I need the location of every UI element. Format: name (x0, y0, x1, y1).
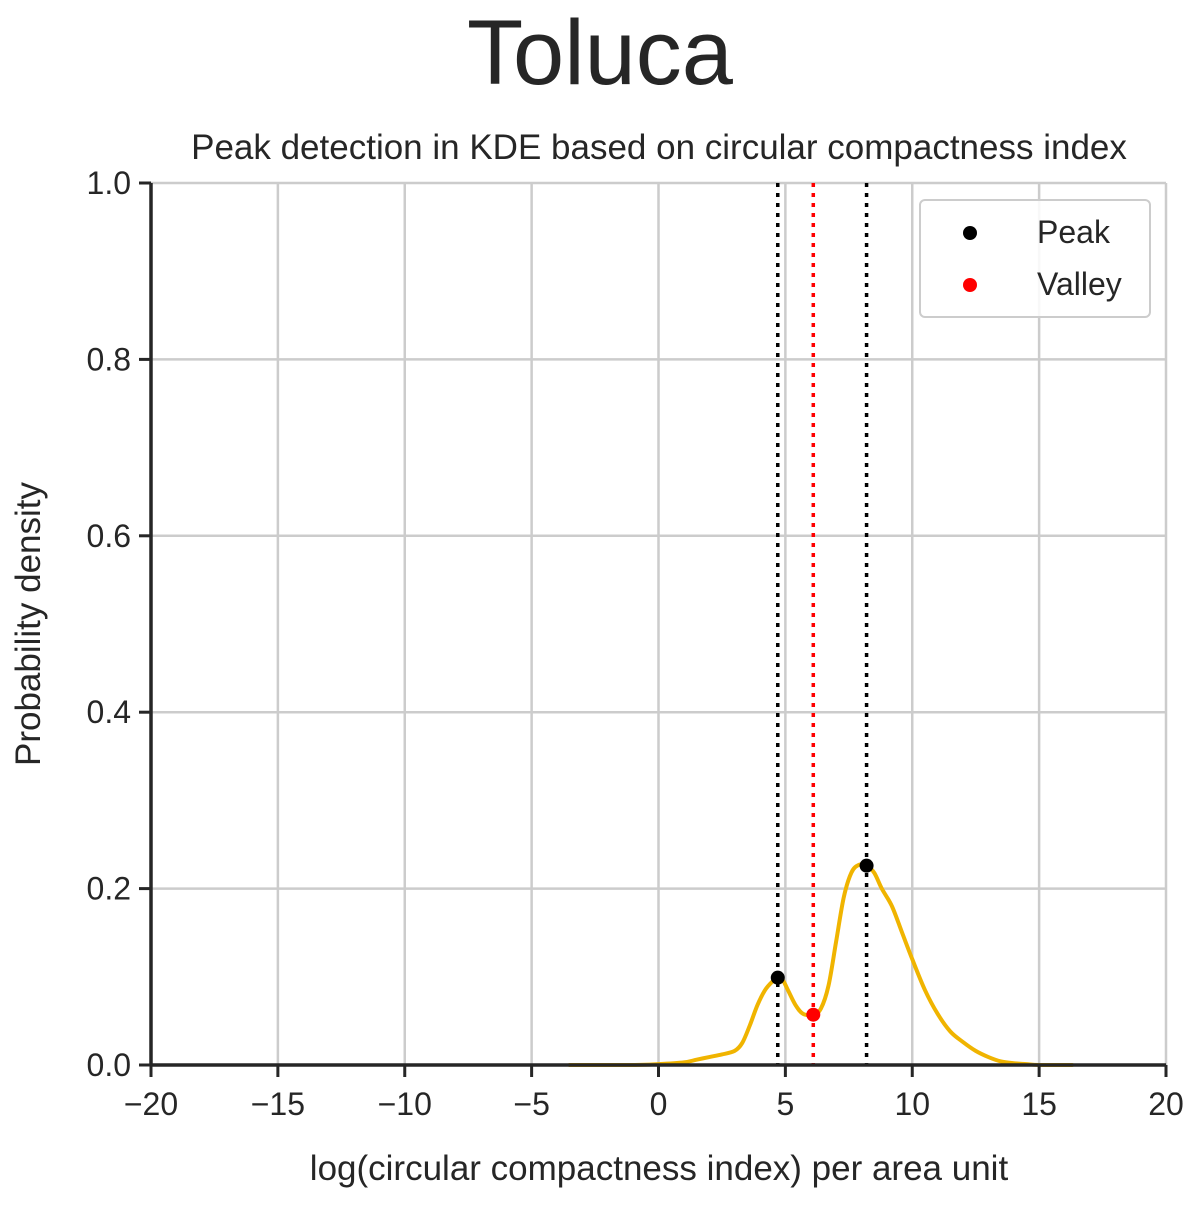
legend-valley-marker (963, 278, 977, 292)
x-axis-label: log(circular compactness index) per area… (310, 1149, 1009, 1188)
chart-title: Peak detection in KDE based on circular … (191, 128, 1127, 167)
x-tick-label-3: −5 (513, 1086, 549, 1122)
y-tick-label-5: 1.0 (87, 165, 131, 201)
peak-point-0 (770, 970, 785, 985)
y-axis-label: Probability density (9, 481, 48, 766)
y-tick-label-3: 0.6 (87, 518, 131, 554)
x-tick-label-5: 5 (776, 1086, 794, 1122)
peak-point-1 (859, 858, 874, 873)
y-tick-label-0: 0.0 (87, 1047, 131, 1083)
x-tick-label-6: 10 (894, 1086, 930, 1122)
x-tick-label-1: −15 (251, 1086, 305, 1122)
point-layer (770, 858, 874, 1022)
x-tick-label-7: 15 (1021, 1086, 1057, 1122)
axes (139, 181, 1168, 1077)
legend-valley-label: Valley (1037, 266, 1122, 302)
y-tick-label-1: 0.2 (87, 871, 131, 907)
y-tick-label-4: 0.8 (87, 341, 131, 377)
marker-lines (776, 183, 869, 1065)
y-tick-label-2: 0.4 (87, 694, 131, 730)
x-tick-label-2: −10 (378, 1086, 432, 1122)
legend-box (919, 199, 1151, 318)
x-tick-label-8: 20 (1148, 1086, 1184, 1122)
legend-peak-label: Peak (1037, 214, 1111, 250)
legend: Peak Valley (919, 199, 1151, 318)
x-tick-label-4: 0 (650, 1086, 668, 1122)
kde-series-line-0 (567, 862, 1075, 1068)
x-tick-label-0: −20 (124, 1086, 178, 1122)
legend-peak-marker (963, 226, 977, 240)
series-layer (567, 862, 1075, 1068)
grid (149, 181, 1168, 1067)
chart-suptitle: Toluca (467, 2, 734, 104)
tick-labels: −20 −15 −10 −5 0 5 10 15 20 0.0 0.2 0.4 0.6 0.8 1.0 (87, 165, 1184, 1122)
valley-point-0 (806, 1007, 821, 1022)
